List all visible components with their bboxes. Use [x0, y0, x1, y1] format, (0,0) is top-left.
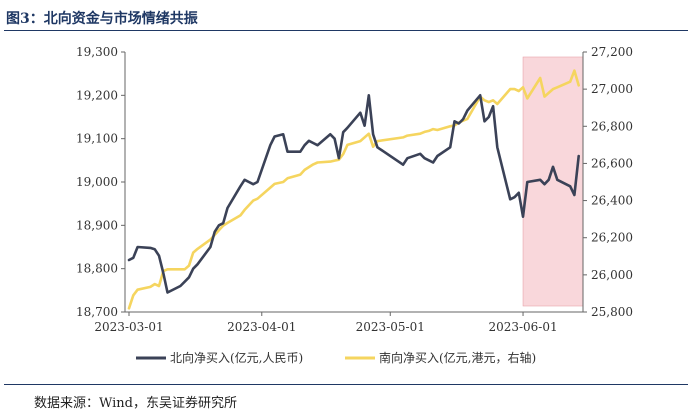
right-axis: 25,800 26,000 26,200 26,400 26,600 26,800 27,0… — [582, 45, 633, 319]
x-tick-label: 2023-04-01 — [227, 320, 296, 334]
series-line-north — [127, 94, 581, 294]
left-tick-label: 19,100 — [76, 132, 118, 146]
legend-label-south: 南向净买入(亿元,港元，右轴) — [379, 350, 536, 365]
source-note: 数据来源：Wind，东吴证券研究所 — [34, 396, 237, 411]
title-divider — [4, 30, 688, 31]
x-axis: 2023-03-01 2023-04-01 2023-05-01 2023-06-01 — [94, 311, 583, 334]
left-tick-label: 18,900 — [76, 218, 118, 232]
left-tick-label: 19,300 — [76, 45, 118, 59]
left-axis: 18,700 18,800 18,900 19,000 19,100 19,200 19,3… — [76, 45, 126, 319]
left-tick-label: 18,800 — [76, 262, 118, 276]
right-tick-label: 27,200 — [591, 45, 633, 59]
x-tick-label: 2023-03-01 — [94, 320, 163, 334]
right-tick-label: 26,800 — [591, 119, 633, 133]
right-tick-label: 26,600 — [591, 156, 633, 170]
right-tick-label: 26,400 — [591, 194, 633, 208]
x-tick-label: 2023-06-01 — [488, 320, 557, 334]
left-tick-label: 18,700 — [76, 305, 118, 319]
right-tick-label: 27,000 — [591, 82, 633, 96]
right-tick-label: 26,000 — [591, 268, 633, 282]
x-tick-label: 2023-05-01 — [356, 320, 425, 334]
right-tick-label: 25,800 — [591, 305, 633, 319]
source-divider — [4, 384, 688, 385]
page-title: 图3：北向资金与市场情绪共振 — [6, 11, 198, 27]
series-lines — [127, 69, 581, 310]
series-line-south — [127, 69, 581, 310]
legend: 北向净买入(亿元,人民币) 南向净买入(亿元,港元，右轴) — [136, 350, 536, 365]
left-tick-label: 19,000 — [76, 175, 118, 189]
right-tick-label: 26,200 — [591, 231, 633, 245]
legend-label-north: 北向净买入(亿元,人民币) — [170, 350, 303, 365]
left-tick-label: 19,200 — [76, 88, 118, 102]
